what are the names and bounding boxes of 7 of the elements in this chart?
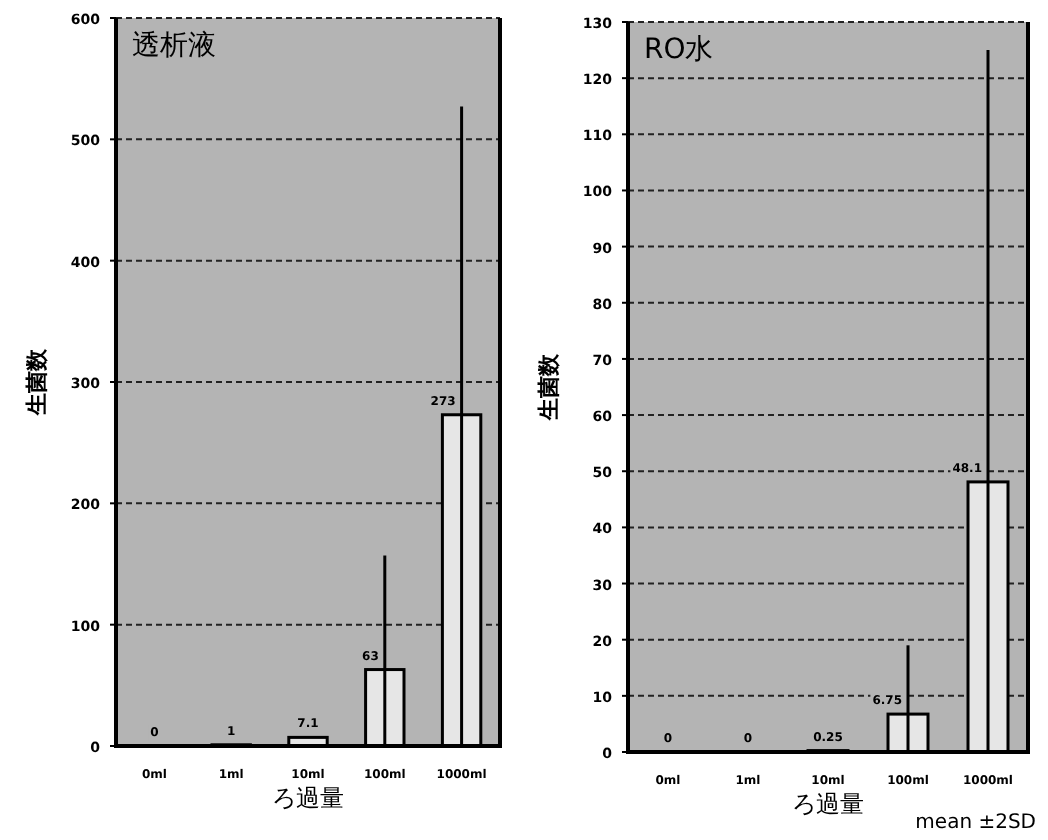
text: RO水 <box>644 34 714 66</box>
y-axis-title: 生菌数 <box>536 352 562 422</box>
x-axis-title: ろ過量 <box>272 784 344 812</box>
x-axis-title: ろ過量 <box>792 790 864 818</box>
text: mean ±2SD <box>915 812 1037 834</box>
y-axis-title: 生菌数 <box>24 347 50 417</box>
text: 透析液 <box>132 30 216 62</box>
